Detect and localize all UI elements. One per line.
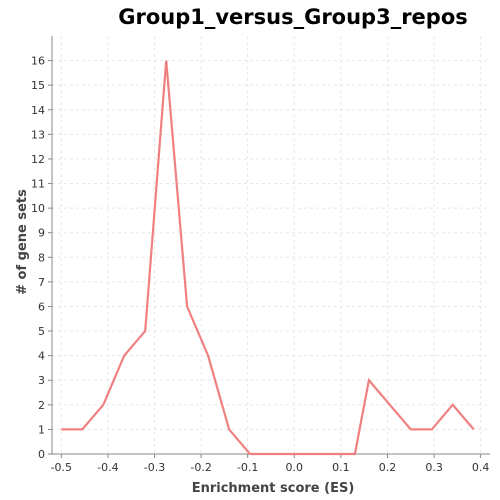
y-tick-label: 11 [31, 178, 45, 191]
y-tick-label: 9 [38, 227, 45, 240]
x-tick-label: 0.4 [472, 461, 490, 474]
y-tick-label: 15 [31, 79, 45, 92]
chart-title: Group1_versus_Group3_repos [118, 5, 468, 29]
x-tick-label: -0.5 [51, 461, 72, 474]
x-tick-label: -0.2 [190, 461, 211, 474]
x-tick-label: 0.3 [425, 461, 443, 474]
x-tick-label: 0.2 [379, 461, 397, 474]
y-axis-title: # of gene sets [15, 189, 30, 295]
y-tick-label: 16 [31, 55, 45, 68]
y-tick-label: 1 [38, 423, 45, 436]
plot-background [52, 36, 490, 454]
y-tick-label: 6 [38, 300, 45, 313]
y-tick-label: 7 [38, 276, 45, 289]
y-tick-label: 4 [38, 350, 45, 363]
x-tick-label: -0.4 [97, 461, 118, 474]
y-tick-label: 3 [38, 374, 45, 387]
series-line [61, 60, 475, 456]
y-tick-label: 12 [31, 153, 45, 166]
y-tick-label: 10 [31, 202, 45, 215]
x-axis-title: Enrichment score (ES) [192, 481, 355, 496]
x-tick-label: 0.0 [286, 461, 304, 474]
x-tick-label: 0.1 [332, 461, 350, 474]
x-tick-label: -0.1 [237, 461, 258, 474]
y-tick-label: 8 [38, 251, 45, 264]
y-tick-label: 0 [38, 448, 45, 461]
y-tick-label: 5 [38, 325, 45, 338]
y-tick-label: 14 [31, 104, 45, 117]
y-tick-label: 2 [38, 399, 45, 412]
x-tick-label: -0.3 [144, 461, 165, 474]
y-tick-label: 13 [31, 128, 45, 141]
